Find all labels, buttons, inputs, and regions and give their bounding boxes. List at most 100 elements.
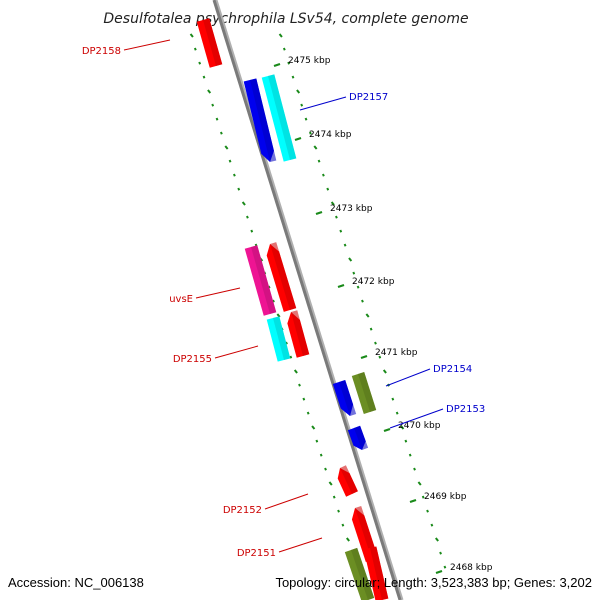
kbp-label: 2472 kbp (352, 277, 395, 287)
gene-red-11[interactable] (337, 465, 358, 497)
gene-olive-9[interactable] (351, 372, 377, 414)
kbp-label: 2474 kbp (309, 130, 352, 140)
track-dot (356, 285, 360, 289)
track-dot (298, 383, 301, 387)
leader-line (385, 368, 431, 387)
gene-label-text[interactable]: DP2153 (446, 404, 485, 415)
gene-label-text[interactable]: DP2155 (173, 354, 212, 365)
gene-label-dp2153[interactable]: DP2153 (389, 404, 485, 429)
kbp-label: 2468 kbp (450, 563, 493, 573)
track-dot (306, 411, 310, 415)
track-dot (408, 453, 412, 457)
track-dot (276, 313, 281, 318)
gene-blue-2[interactable] (243, 78, 277, 162)
kbp-tick (273, 62, 281, 68)
track-dot (361, 299, 364, 303)
backbone-line (212, 0, 402, 600)
leader-line (264, 493, 309, 510)
track-dot (291, 75, 295, 79)
track-dot (250, 229, 254, 233)
track-dot (322, 173, 325, 177)
track-dot (374, 341, 377, 345)
track-dot (198, 61, 202, 65)
gene-olive-14[interactable] (344, 547, 375, 600)
leader-line (299, 96, 347, 111)
track-dot (348, 257, 353, 262)
track-dot (237, 187, 241, 191)
track-dot (224, 145, 229, 150)
gene-label-dp2155[interactable]: DP2155 (173, 345, 259, 365)
track-dot (337, 509, 340, 513)
gene-features (196, 18, 389, 600)
gene-label-text[interactable]: DP2157 (349, 92, 388, 103)
gene-label-text[interactable]: uvsE (169, 294, 193, 305)
gene-red-13[interactable] (363, 546, 389, 600)
kbp-tick (435, 569, 443, 575)
kbp-marker-4: 2472 kbp (337, 277, 395, 289)
kbp-marker-6: 2470 kbp (383, 421, 441, 433)
gene-blue-8[interactable] (332, 379, 357, 416)
track-dot (228, 159, 232, 163)
leader-line (214, 345, 259, 359)
gene-red-1[interactable] (196, 18, 223, 68)
kbp-marker-3: 2473 kbp (315, 204, 373, 216)
track-dot (317, 159, 321, 163)
track-dot (326, 187, 330, 191)
track-dot (193, 47, 197, 51)
track-dot (343, 243, 347, 247)
track-dot (330, 201, 335, 206)
track-dot (421, 495, 425, 499)
track-dot (211, 103, 215, 107)
track-dot (328, 481, 333, 486)
kbp-marker-2: 2474 kbp (294, 130, 352, 142)
accession-text: Accession: NC_006138 (8, 575, 144, 590)
track-dot (400, 425, 405, 430)
kbp-marker-7: 2469 kbp (409, 492, 467, 504)
gene-label-dp2157[interactable]: DP2157 (299, 92, 388, 111)
track-dot (219, 131, 223, 135)
gene-red-5[interactable] (266, 242, 297, 312)
track-dot (233, 173, 236, 177)
track-dot (282, 47, 286, 51)
gene-label-text[interactable]: DP2154 (433, 364, 472, 375)
track-dot (378, 355, 382, 359)
track-dot (300, 103, 304, 107)
kbp-tick (360, 354, 368, 360)
track-dot (202, 75, 206, 79)
track-dot (341, 523, 345, 527)
track-dot (426, 509, 429, 513)
track-dot (278, 33, 283, 38)
gene-cyan-3[interactable] (261, 74, 297, 162)
gene-label-dp2158[interactable]: DP2158 (82, 39, 171, 57)
track-dot (324, 467, 327, 471)
track-dot (308, 131, 312, 135)
gene-label-dp2152[interactable]: DP2152 (223, 493, 309, 516)
gene-red-7[interactable] (287, 310, 310, 358)
gene-cyan-6[interactable] (266, 316, 291, 362)
gene-label-dp2151[interactable]: DP2151 (237, 537, 323, 559)
kbp-scale: 2475 kbp 2474 kbp 2473 kbp 2472 kbp 2471 kbp… (273, 56, 493, 575)
track-dot (352, 271, 356, 275)
kbp-tick (294, 136, 302, 142)
gene-label-text[interactable]: DP2152 (223, 505, 262, 516)
gene-label-text[interactable]: DP2158 (82, 46, 121, 57)
leader-line (278, 537, 323, 553)
track-dot (391, 397, 395, 401)
track-dot (189, 33, 194, 38)
gene-label-dp2154[interactable]: DP2154 (385, 364, 472, 387)
genome-summary-text: Topology: circular; Length: 3,523,383 bp… (275, 575, 592, 590)
gene-label-text[interactable]: DP2151 (237, 548, 276, 559)
gene-label-uvse[interactable]: uvsE (169, 287, 241, 305)
track-dot (311, 425, 316, 430)
leader-line (123, 39, 171, 51)
track-dot (345, 537, 350, 542)
kbp-label: 2470 kbp (398, 421, 441, 431)
track-dot (439, 551, 442, 555)
gene-blue-10[interactable] (347, 425, 369, 450)
leader-line (389, 408, 444, 429)
gene-magenta-4[interactable] (244, 245, 277, 316)
track-dot (315, 439, 319, 443)
track-dot (404, 439, 408, 443)
